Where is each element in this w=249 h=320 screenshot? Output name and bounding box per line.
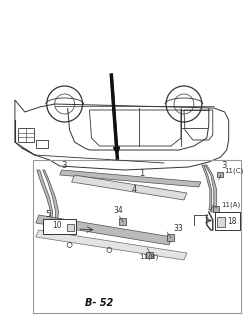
Polygon shape	[217, 172, 223, 177]
Text: 34: 34	[113, 206, 123, 215]
Bar	[18, 128, 34, 142]
Bar	[33, 160, 241, 313]
Text: 11(C): 11(C)	[225, 167, 244, 173]
Polygon shape	[213, 206, 219, 212]
Polygon shape	[72, 175, 187, 200]
Bar	[217, 217, 225, 227]
Text: 3: 3	[222, 161, 227, 170]
Text: 3: 3	[62, 161, 67, 170]
Text: 18: 18	[228, 217, 237, 226]
Polygon shape	[60, 170, 201, 187]
Text: 4: 4	[131, 185, 136, 194]
Bar	[67, 224, 73, 231]
Text: 1: 1	[139, 169, 144, 178]
Bar	[36, 140, 48, 148]
Text: 5: 5	[46, 210, 51, 219]
Text: 33: 33	[173, 224, 183, 233]
Text: 11(B): 11(B)	[139, 253, 158, 260]
Text: B- 52: B- 52	[85, 298, 114, 308]
Polygon shape	[37, 170, 59, 225]
Text: 11(A): 11(A)	[221, 201, 240, 207]
Bar	[215, 212, 240, 230]
Polygon shape	[119, 218, 126, 225]
Polygon shape	[167, 234, 174, 241]
Text: 10: 10	[53, 221, 62, 230]
Polygon shape	[146, 252, 153, 258]
Polygon shape	[202, 165, 217, 212]
Polygon shape	[36, 215, 172, 245]
Polygon shape	[36, 230, 187, 260]
FancyBboxPatch shape	[43, 219, 76, 234]
